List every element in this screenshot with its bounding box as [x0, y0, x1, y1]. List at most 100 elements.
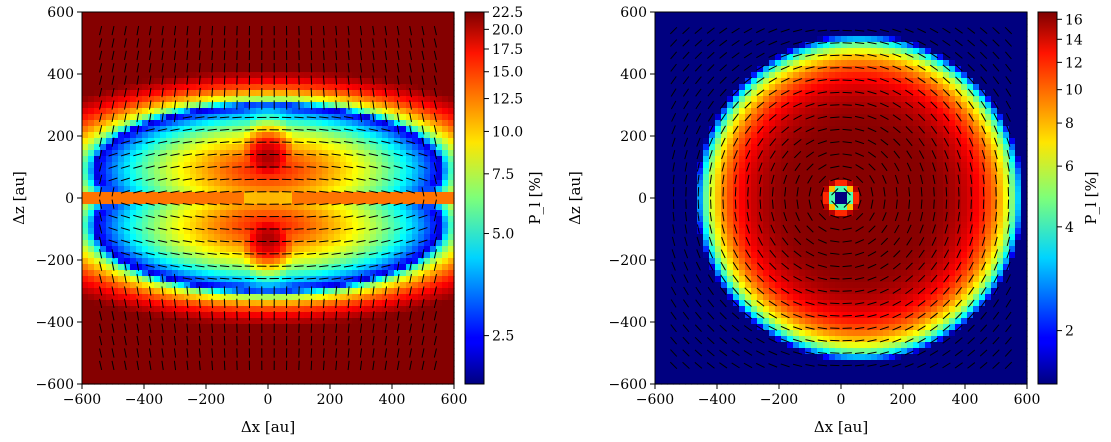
heatmap-cell: [679, 54, 686, 61]
heatmap-cell: [370, 72, 377, 79]
heatmap-cell: [106, 360, 113, 367]
polarization-vector: [343, 202, 354, 206]
heatmap-cell: [262, 366, 269, 373]
heatmap-cell: [226, 36, 233, 43]
polarization-vector: [322, 75, 325, 85]
heatmap-cell: [673, 240, 680, 247]
heatmap-cell: [424, 66, 431, 73]
heatmap-cell: [184, 168, 191, 175]
heatmap-cell: [112, 162, 119, 169]
heatmap-cell: [448, 348, 455, 355]
heatmap-cell: [214, 342, 221, 349]
heatmap-cell: [160, 306, 167, 313]
heatmap-cell: [256, 132, 263, 139]
polarization-vector: [347, 50, 350, 61]
polarization-vector: [306, 203, 317, 206]
heatmap-cell: [226, 282, 233, 289]
polarization-vector: [331, 227, 341, 231]
polarization-vector: [195, 116, 205, 119]
left-colorbar-label: P_l [%]: [526, 171, 544, 224]
polarization-vector: [384, 286, 388, 296]
heatmap-cell: [208, 222, 215, 229]
polarization-vector: [421, 311, 425, 321]
heatmap-cell: [112, 174, 119, 181]
heatmap-cell: [655, 258, 662, 265]
polarization-vector: [368, 264, 379, 268]
polarization-vector: [186, 360, 189, 371]
heatmap-cell: [382, 162, 389, 169]
heatmap-cell: [208, 84, 215, 91]
polarization-vector: [306, 228, 317, 230]
heatmap-cell: [82, 354, 89, 361]
heatmap-cell: [130, 264, 137, 271]
heatmap-cell: [148, 12, 155, 19]
heatmap-cell: [130, 24, 137, 31]
heatmap-cell: [196, 108, 203, 115]
heatmap-cell: [328, 132, 335, 139]
heatmap-cell: [322, 324, 329, 331]
heatmap-cell: [268, 222, 275, 229]
heatmap-cell: [280, 30, 287, 37]
polarization-vector: [173, 25, 177, 36]
heatmap-cell: [418, 54, 425, 61]
heatmap-cell: [424, 360, 431, 367]
heatmap-cell: [280, 318, 287, 325]
heatmap-cell: [106, 180, 113, 187]
heatmap-cell: [154, 234, 161, 241]
heatmap-cell: [82, 30, 89, 37]
heatmap-cell: [112, 228, 119, 235]
heatmap-cell: [400, 78, 407, 85]
polarization-vector: [372, 112, 375, 123]
heatmap-cell: [364, 354, 371, 361]
heatmap-cell: [436, 276, 443, 283]
polarization-vector: [124, 311, 127, 321]
heatmap-cell: [661, 18, 668, 25]
heatmap-cell: [262, 18, 269, 25]
heatmap-cell: [388, 216, 395, 223]
heatmap-cell: [106, 228, 113, 235]
heatmap-cell: [340, 144, 347, 151]
heatmap-cell: [310, 336, 317, 343]
heatmap-cell: [352, 222, 359, 229]
heatmap-cell: [202, 246, 209, 253]
polarization-vector: [433, 273, 437, 284]
heatmap-cell: [202, 360, 209, 367]
heatmap-cell: [334, 78, 341, 85]
polarization-vector: [136, 50, 140, 61]
heatmap-cell: [238, 18, 245, 25]
heatmap-cell: [352, 366, 359, 373]
heatmap-cell: [226, 210, 233, 217]
heatmap-cell: [370, 168, 377, 175]
heatmap-cell: [148, 198, 155, 205]
heatmap-cell: [430, 300, 437, 307]
heatmap-cell: [382, 318, 389, 325]
heatmap-cell: [256, 84, 263, 91]
heatmap-cell: [436, 24, 443, 31]
heatmap-cell: [280, 198, 287, 205]
heatmap-cell: [322, 222, 329, 229]
heatmap-cell: [136, 342, 143, 349]
heatmap-cell: [286, 210, 293, 217]
polarization-vector: [319, 203, 329, 206]
heatmap-cell: [220, 96, 227, 103]
heatmap-cell: [148, 336, 155, 343]
heatmap-cell: [322, 84, 329, 91]
heatmap-cell: [310, 216, 317, 223]
heatmap-cell: [172, 318, 179, 325]
heatmap-cell: [184, 96, 191, 103]
polarization-vector: [133, 239, 143, 244]
heatmap-cell: [88, 66, 95, 73]
heatmap-cell: [88, 96, 95, 103]
heatmap-cell: [244, 162, 251, 169]
heatmap-cell: [340, 348, 347, 355]
heatmap-cell: [232, 78, 239, 85]
heatmap-cell: [430, 276, 437, 283]
heatmap-cell: [100, 198, 107, 205]
heatmap-cell: [142, 144, 149, 151]
heatmap-cell: [448, 270, 455, 277]
heatmap-cell: [100, 204, 107, 211]
heatmap-cell: [202, 222, 209, 229]
heatmap-cell: [382, 252, 389, 259]
heatmap-cell: [268, 192, 275, 199]
polarization-vector: [343, 153, 354, 156]
